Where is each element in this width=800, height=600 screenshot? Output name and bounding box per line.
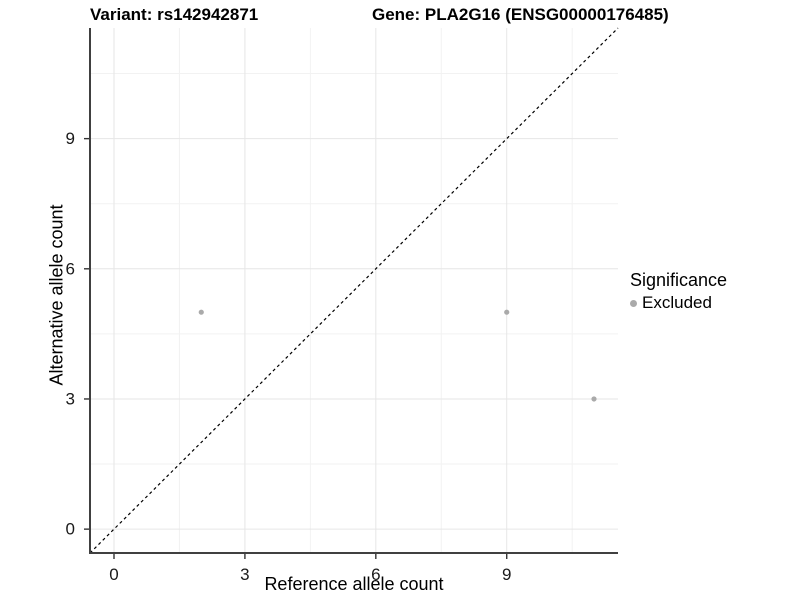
legend: Significance Excluded	[630, 270, 800, 313]
data-point	[591, 396, 597, 402]
data-point	[504, 309, 510, 315]
x-tick-label: 0	[109, 565, 118, 584]
y-axis-label: Alternative allele count	[46, 204, 67, 386]
legend-item-label: Excluded	[642, 293, 712, 312]
scatter-chart: 0 3 6 9 0 3 6 9	[66, 27, 619, 584]
legend-key-dot-icon	[630, 299, 637, 307]
legend-item-excluded: Excluded	[630, 293, 800, 313]
plot-title-gene: Gene: PLA2G16 (ENSG00000176485)	[372, 5, 669, 24]
x-axis-label: Reference allele count	[264, 574, 444, 594]
y-tick-label: 0	[66, 520, 75, 539]
x-tick-label: 6	[371, 565, 380, 584]
data-point	[198, 309, 204, 315]
y-tick-label: 6	[66, 259, 75, 278]
legend-title: Significance	[630, 270, 728, 290]
x-tick-label: 3	[240, 565, 249, 584]
plot-panel: 0 3 6 9 0 3 6 9	[66, 27, 619, 584]
x-tick-label: 9	[502, 565, 511, 584]
plot-title-variant: Variant: rs142942871	[90, 5, 259, 24]
y-tick-label: 9	[66, 129, 75, 148]
identity-reference-line	[89, 27, 619, 554]
y-tick-label: 3	[66, 389, 75, 408]
